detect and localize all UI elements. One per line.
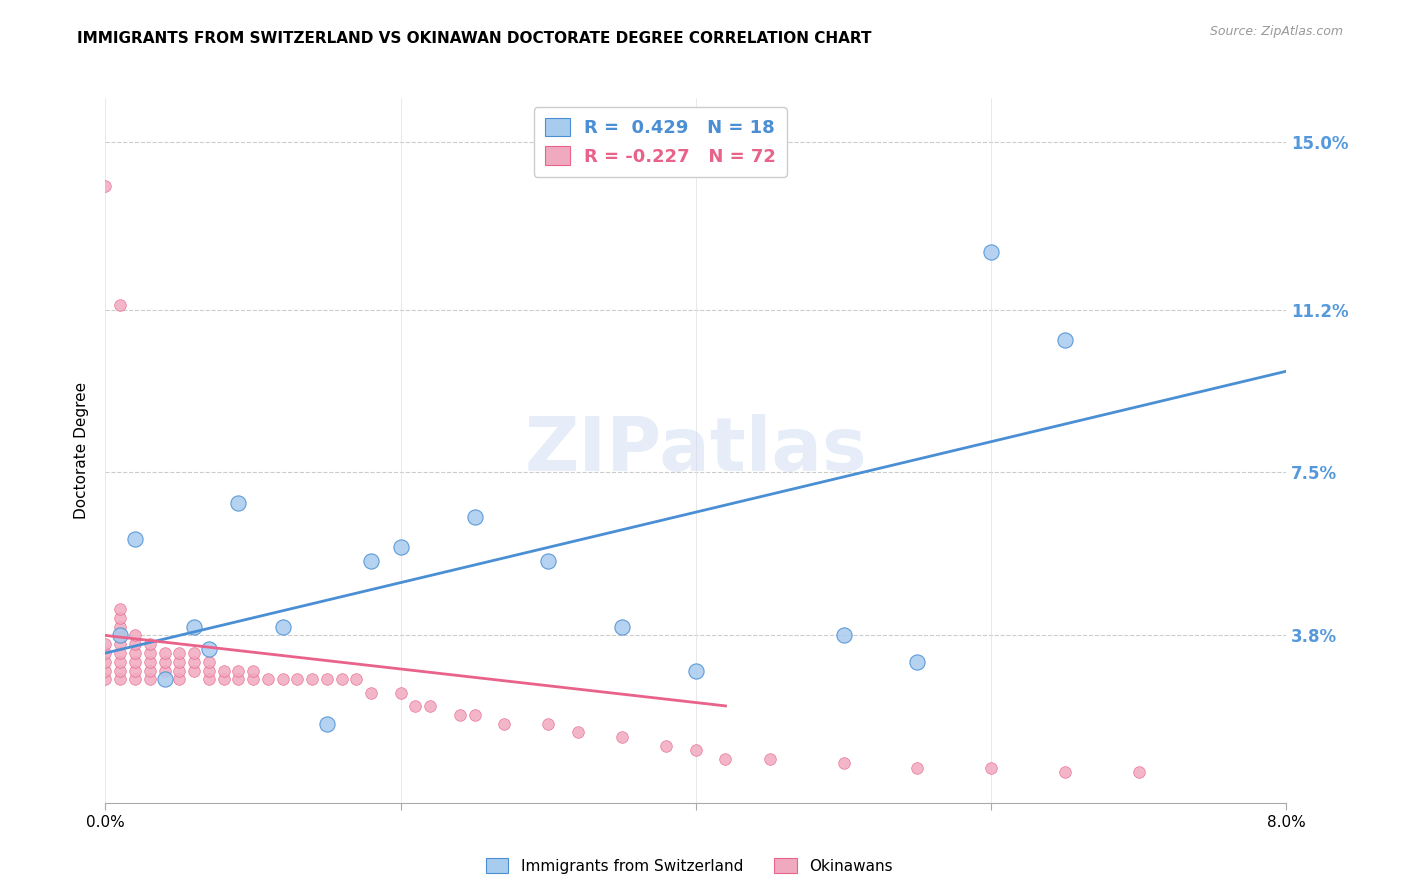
Point bbox=[1128, 764, 1150, 779]
Point bbox=[271, 673, 294, 687]
Point bbox=[138, 664, 162, 678]
Point bbox=[197, 641, 219, 656]
Point bbox=[315, 673, 337, 687]
Point bbox=[905, 760, 928, 774]
Point bbox=[110, 655, 132, 669]
Point bbox=[537, 716, 560, 731]
Point bbox=[197, 655, 219, 669]
Point bbox=[389, 541, 412, 555]
Text: ZIPatlas: ZIPatlas bbox=[524, 414, 868, 487]
Point bbox=[169, 664, 191, 678]
Point bbox=[124, 673, 146, 687]
Point bbox=[980, 760, 1002, 774]
Point bbox=[315, 716, 337, 731]
Point bbox=[94, 179, 117, 194]
Point bbox=[464, 509, 486, 524]
Point bbox=[94, 646, 117, 660]
Point bbox=[344, 673, 367, 687]
Point bbox=[226, 664, 250, 678]
Point bbox=[464, 707, 486, 722]
Point bbox=[242, 664, 264, 678]
Point bbox=[832, 756, 855, 771]
Point bbox=[197, 673, 219, 687]
Point bbox=[389, 686, 412, 700]
Point bbox=[110, 664, 132, 678]
Point bbox=[492, 716, 515, 731]
Point bbox=[124, 637, 146, 651]
Point bbox=[256, 673, 278, 687]
Point bbox=[271, 620, 294, 634]
Point bbox=[610, 730, 633, 744]
Point bbox=[94, 664, 117, 678]
Point bbox=[94, 637, 117, 651]
Point bbox=[124, 532, 146, 546]
Point bbox=[153, 655, 176, 669]
Point bbox=[655, 739, 678, 753]
Point bbox=[183, 620, 205, 634]
Point bbox=[360, 553, 382, 567]
Point bbox=[197, 664, 219, 678]
Point bbox=[183, 646, 205, 660]
Point bbox=[110, 298, 132, 312]
Point bbox=[110, 637, 132, 651]
Point bbox=[301, 673, 323, 687]
Point bbox=[110, 611, 132, 625]
Legend: R =  0.429   N = 18, R = -0.227   N = 72: R = 0.429 N = 18, R = -0.227 N = 72 bbox=[534, 107, 787, 177]
Point bbox=[138, 655, 162, 669]
Point bbox=[537, 553, 560, 567]
Point bbox=[610, 620, 633, 634]
Point bbox=[685, 743, 707, 757]
Point bbox=[449, 707, 471, 722]
Point bbox=[124, 646, 146, 660]
Point bbox=[110, 646, 132, 660]
Point bbox=[138, 646, 162, 660]
Point bbox=[980, 245, 1002, 260]
Point bbox=[124, 664, 146, 678]
Point bbox=[110, 620, 132, 634]
Point bbox=[360, 686, 382, 700]
Point bbox=[685, 664, 707, 678]
Point bbox=[124, 655, 146, 669]
Point bbox=[138, 673, 162, 687]
Point bbox=[94, 655, 117, 669]
Point bbox=[124, 628, 146, 642]
Point bbox=[94, 673, 117, 687]
Point bbox=[110, 628, 132, 642]
Point bbox=[183, 664, 205, 678]
Legend: Immigrants from Switzerland, Okinawans: Immigrants from Switzerland, Okinawans bbox=[479, 852, 898, 880]
Point bbox=[138, 637, 162, 651]
Point bbox=[110, 628, 132, 642]
Point bbox=[212, 664, 235, 678]
Point bbox=[758, 752, 780, 766]
Point bbox=[1054, 764, 1077, 779]
Point bbox=[714, 752, 737, 766]
Point bbox=[169, 673, 191, 687]
Point bbox=[226, 673, 250, 687]
Point bbox=[226, 496, 250, 510]
Point bbox=[110, 602, 132, 616]
Text: Source: ZipAtlas.com: Source: ZipAtlas.com bbox=[1209, 25, 1343, 38]
Point bbox=[212, 673, 235, 687]
Point bbox=[832, 628, 855, 642]
Point bbox=[169, 646, 191, 660]
Point bbox=[1054, 334, 1077, 348]
Point bbox=[242, 673, 264, 687]
Point bbox=[110, 673, 132, 687]
Point bbox=[153, 664, 176, 678]
Point bbox=[405, 698, 427, 713]
Point bbox=[287, 673, 309, 687]
Point bbox=[183, 655, 205, 669]
Point bbox=[153, 673, 176, 687]
Point bbox=[905, 655, 928, 669]
Point bbox=[419, 698, 441, 713]
Point bbox=[330, 673, 353, 687]
Text: IMMIGRANTS FROM SWITZERLAND VS OKINAWAN DOCTORATE DEGREE CORRELATION CHART: IMMIGRANTS FROM SWITZERLAND VS OKINAWAN … bbox=[77, 31, 872, 46]
Y-axis label: Doctorate Degree: Doctorate Degree bbox=[75, 382, 90, 519]
Point bbox=[153, 646, 176, 660]
Point bbox=[169, 655, 191, 669]
Point bbox=[567, 725, 589, 739]
